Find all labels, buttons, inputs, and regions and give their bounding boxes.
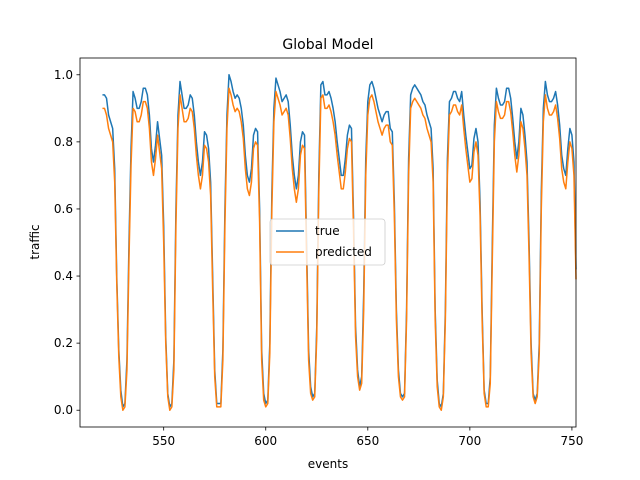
x-tick-label: 650 — [356, 434, 379, 448]
series-line-predicted — [102, 87, 577, 411]
y-tick-label: 0.6 — [54, 202, 73, 216]
series-line-true — [102, 74, 577, 408]
axes-frame — [79, 57, 577, 428]
y-tick-label: 1.0 — [54, 68, 73, 82]
x-axis-label: events — [308, 457, 348, 471]
x-tick-label: 550 — [152, 434, 175, 448]
y-tick-label: 0.8 — [54, 135, 73, 149]
y-tick-label: 0.2 — [54, 336, 73, 350]
x-tick-label: 750 — [560, 434, 583, 448]
x-tick-label: 600 — [254, 434, 277, 448]
y-axis: 0.0 0.2 0.4 0.6 0.8 1.0 — [54, 68, 80, 417]
y-tick-label: 0.4 — [54, 269, 73, 283]
legend: true predicted — [269, 218, 386, 266]
y-axis-label: traffic — [28, 224, 42, 259]
series-layer — [102, 74, 577, 411]
legend-label-true: true — [315, 224, 340, 238]
chart-title: Global Model — [282, 37, 373, 53]
x-tick-label: 700 — [458, 434, 481, 448]
y-tick-label: 0.0 — [54, 403, 73, 417]
x-axis: 550 600 650 700 750 — [152, 427, 583, 448]
legend-label-predicted: predicted — [315, 245, 372, 259]
